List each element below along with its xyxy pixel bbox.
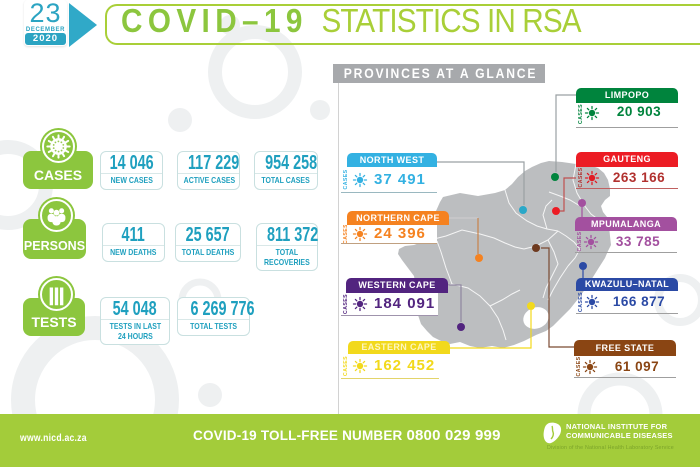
svg-text:CASES: CASES xyxy=(343,294,349,314)
svg-text:CASES: CASES xyxy=(577,231,583,251)
svg-text:CASES: CASES xyxy=(578,104,584,124)
svg-text:CASES: CASES xyxy=(343,225,349,243)
svg-text:CASES: CASES xyxy=(576,356,582,376)
svg-text:CASES: CASES xyxy=(343,169,349,189)
svg-text:CASES: CASES xyxy=(578,167,584,187)
svg-text:CASES: CASES xyxy=(343,356,349,376)
svg-text:CASES: CASES xyxy=(578,292,584,312)
